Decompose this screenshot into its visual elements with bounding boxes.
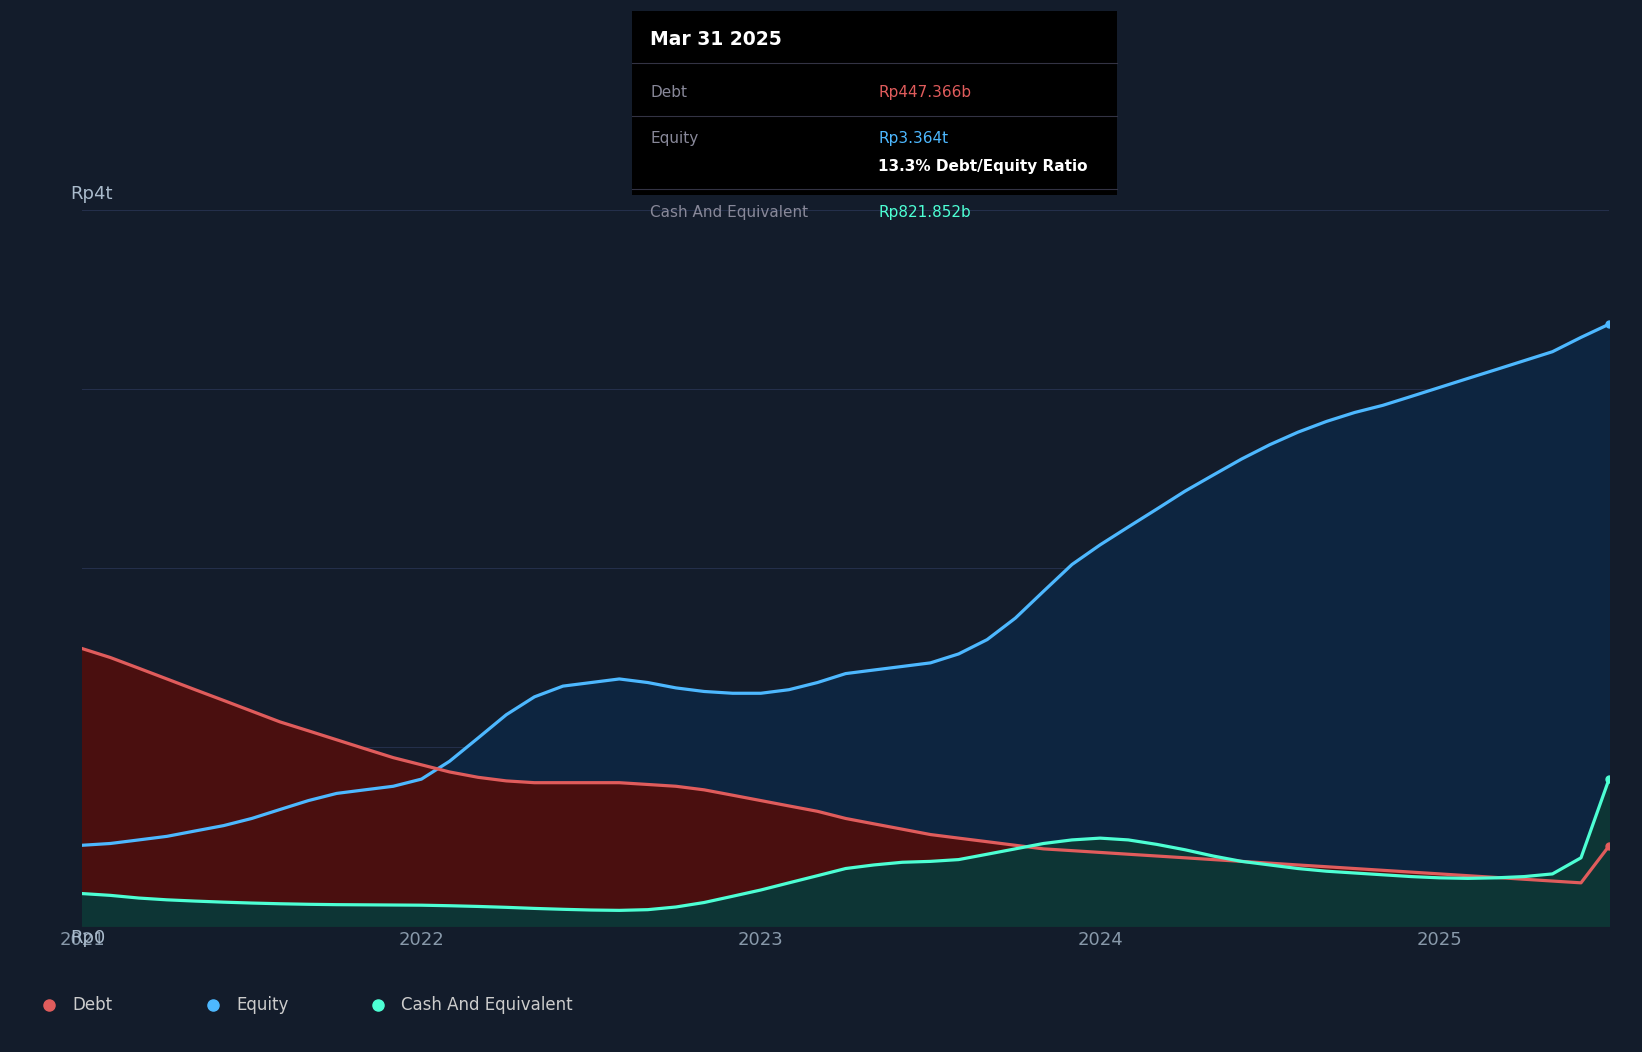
- Text: Rp447.366b: Rp447.366b: [878, 85, 972, 100]
- Text: Mar 31 2025: Mar 31 2025: [650, 31, 782, 49]
- Text: Cash And Equivalent: Cash And Equivalent: [650, 205, 808, 220]
- Text: Rp4t: Rp4t: [71, 185, 112, 203]
- Text: Debt: Debt: [650, 85, 688, 100]
- Text: Equity: Equity: [236, 995, 289, 1014]
- Text: Rp821.852b: Rp821.852b: [878, 205, 970, 220]
- Text: Cash And Equivalent: Cash And Equivalent: [401, 995, 573, 1014]
- Text: Rp0: Rp0: [71, 929, 105, 948]
- Text: Debt: Debt: [72, 995, 112, 1014]
- Text: Equity: Equity: [650, 132, 698, 146]
- Text: 13.3% Debt/Equity Ratio: 13.3% Debt/Equity Ratio: [878, 159, 1089, 174]
- Text: Rp3.364t: Rp3.364t: [878, 132, 949, 146]
